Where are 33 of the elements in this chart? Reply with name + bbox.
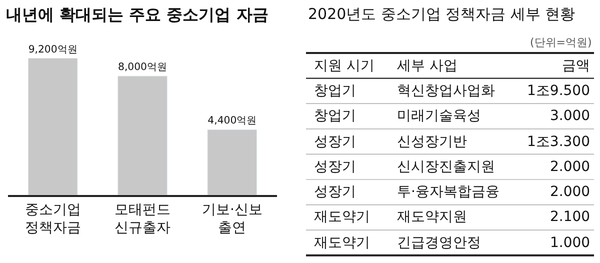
category-label: 세부 사업: [397, 58, 458, 74]
text: (단위=억원): [530, 36, 592, 49]
text: 창업기: [314, 108, 356, 124]
text: 1.000: [550, 235, 590, 251]
x-tick-label: 모태펀드 신규출자: [114, 202, 170, 236]
text: 2.000: [550, 159, 590, 175]
x-tick-label: 기보·신보 출연: [202, 202, 262, 236]
x-tick-label: 중소기업 정책자금: [24, 202, 81, 236]
text: 성장기: [314, 159, 356, 175]
text: 창업기: [314, 83, 356, 99]
text: 재도약기: [314, 209, 370, 225]
text: 미래기술육성: [397, 108, 481, 124]
category-label: 지원 시기: [314, 58, 374, 74]
data-label: 4,400억원: [208, 116, 257, 127]
text: 재도약지원: [397, 209, 467, 225]
text: 투·융자복합금융: [397, 184, 500, 200]
data-label: 9,200억원: [28, 44, 78, 56]
text: 3.000: [550, 108, 590, 124]
text: 성장기: [314, 184, 356, 200]
text: 2.000: [550, 184, 590, 200]
text: 2020년도 중소기업 정책자금 세부 현황: [308, 5, 576, 23]
chart-title: 내년에 확대되는 주요 중소기업 자금: [6, 5, 268, 24]
text: 1조3.300: [527, 134, 590, 150]
category-label: 금액: [562, 58, 590, 74]
text: 신성장기반: [397, 134, 467, 150]
text: 1조9.500: [527, 83, 590, 99]
text: 긴급경영안정: [397, 235, 481, 251]
text: 성장기: [314, 134, 356, 150]
text: 신시장진출지원: [397, 159, 495, 175]
data-label: 8,000억원: [118, 62, 167, 74]
text: 재도약기: [314, 235, 370, 251]
text: 2.100: [550, 209, 590, 225]
text: 혁신창업사업화: [397, 83, 495, 99]
